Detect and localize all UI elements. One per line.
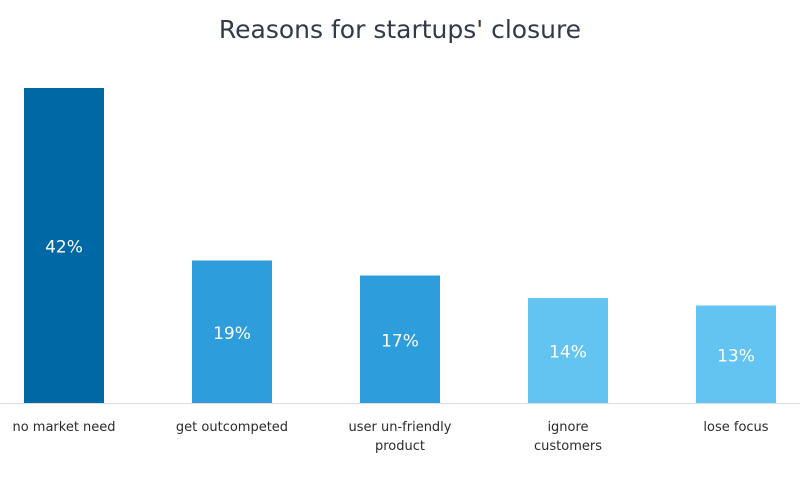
- x-tick-label: get outcompeted: [175, 420, 289, 435]
- value-label: 19%: [213, 324, 251, 344]
- x-tick-label: user un-friendly product: [348, 420, 452, 454]
- x-tick-label: no market need: [12, 420, 116, 435]
- value-label: 42%: [45, 238, 83, 258]
- value-label: 13%: [717, 346, 755, 366]
- bar: [360, 275, 440, 403]
- x-tick-label: ignore customers: [534, 420, 602, 454]
- bar: [24, 88, 104, 403]
- value-label: 17%: [381, 331, 419, 351]
- bar: [192, 260, 272, 403]
- bar: [696, 305, 776, 403]
- bar: [528, 298, 608, 403]
- x-tick-label: lose focus: [703, 420, 769, 435]
- value-label: 14%: [549, 343, 587, 363]
- chart-title: Reasons for startups' closure: [219, 15, 581, 44]
